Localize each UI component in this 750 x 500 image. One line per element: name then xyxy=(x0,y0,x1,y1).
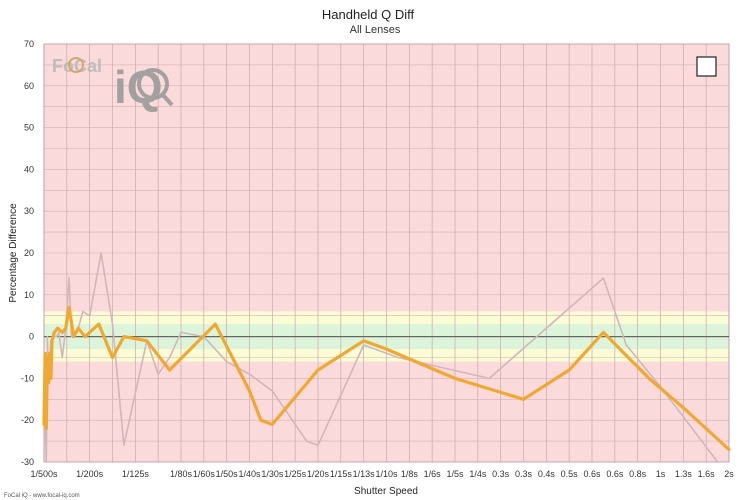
series-lines xyxy=(42,252,731,463)
y-tick-labels: -30 -20 -10 0 10 20 30 40 50 60 70 xyxy=(21,39,34,467)
x-tick-label: 1/6s xyxy=(424,469,442,479)
x-tick-label: 0.3s xyxy=(492,469,510,479)
x-tick-label: 2s xyxy=(724,469,734,479)
y-tick-label: -30 xyxy=(21,457,34,467)
x-tick-label: 1.6s xyxy=(698,469,716,479)
x-tick-labels: 1/500s 1/200s 1/125s 1/80s 1/60s 1/50s 1/40s 1/… xyxy=(30,469,734,479)
x-tick-label: 1.3s xyxy=(675,469,693,479)
series-line-primary xyxy=(42,305,731,452)
y-tick-label: 10 xyxy=(24,290,34,300)
x-tick-label: 1/25s xyxy=(284,469,307,479)
grid xyxy=(43,43,730,463)
x-tick-label: 1/30s xyxy=(261,469,284,479)
watermark-magnifier-handle xyxy=(161,93,174,107)
x-tick-label: 0.6s xyxy=(606,469,624,479)
x-tick-label: 1/20s xyxy=(307,469,330,479)
y-tick-label: -20 xyxy=(21,415,34,425)
y-tick-label: 20 xyxy=(24,248,34,258)
legend-checkbox[interactable] xyxy=(696,56,717,77)
watermark-brand: FoCal xyxy=(52,56,102,76)
x-tick-label: 1/40s xyxy=(238,469,261,479)
chart-title: Handheld Q Diff xyxy=(322,7,415,22)
y-tick-label: 0 xyxy=(29,332,34,342)
x-tick-label: 1/8s xyxy=(401,469,419,479)
y-tick-label: 40 xyxy=(24,164,34,174)
x-tick-label: 1/10s xyxy=(375,469,398,479)
y-tick-label: 60 xyxy=(24,81,34,91)
x-tick-label: 1/200s xyxy=(76,469,104,479)
watermark-logo: FoCal iQ xyxy=(52,56,174,113)
x-tick-label: 1/4s xyxy=(469,469,487,479)
chart-subtitle: All Lenses xyxy=(350,24,401,36)
x-tick-label: 1/500s xyxy=(30,469,58,479)
x-tick-label: 1/60s xyxy=(193,469,216,479)
y-tick-label: 70 xyxy=(24,39,34,49)
x-tick-label: 1/50s xyxy=(216,469,239,479)
x-tick-label: 1/13s xyxy=(353,469,376,479)
watermark-lens-icon xyxy=(68,57,84,73)
x-tick-label: 0.5s xyxy=(561,469,579,479)
x-tick-label: 0.6s xyxy=(583,469,601,479)
y-tick-label: 50 xyxy=(24,123,34,133)
x-tick-label: 1s xyxy=(656,469,666,479)
x-axis-label: Shutter Speed xyxy=(354,486,418,497)
x-tick-label: 1/125s xyxy=(122,469,150,479)
x-tick-label: 0.4s xyxy=(538,469,556,479)
x-tick-label: 1/80s xyxy=(170,469,193,479)
watermark-magnifier-icon xyxy=(137,68,169,100)
plot-border xyxy=(43,43,730,463)
x-tick-label: 1/5s xyxy=(446,469,464,479)
footer-credit: FoCal iQ - www.focal-iq.com xyxy=(4,493,80,499)
y-axis-label: Percentage Difference xyxy=(8,203,19,303)
y-tick-label: -10 xyxy=(21,373,34,383)
x-tick-label: 1/15s xyxy=(330,469,353,479)
x-tick-label: 0.3s xyxy=(515,469,533,479)
x-tick-label: 0.8s xyxy=(629,469,647,479)
y-tick-label: 30 xyxy=(24,206,34,216)
